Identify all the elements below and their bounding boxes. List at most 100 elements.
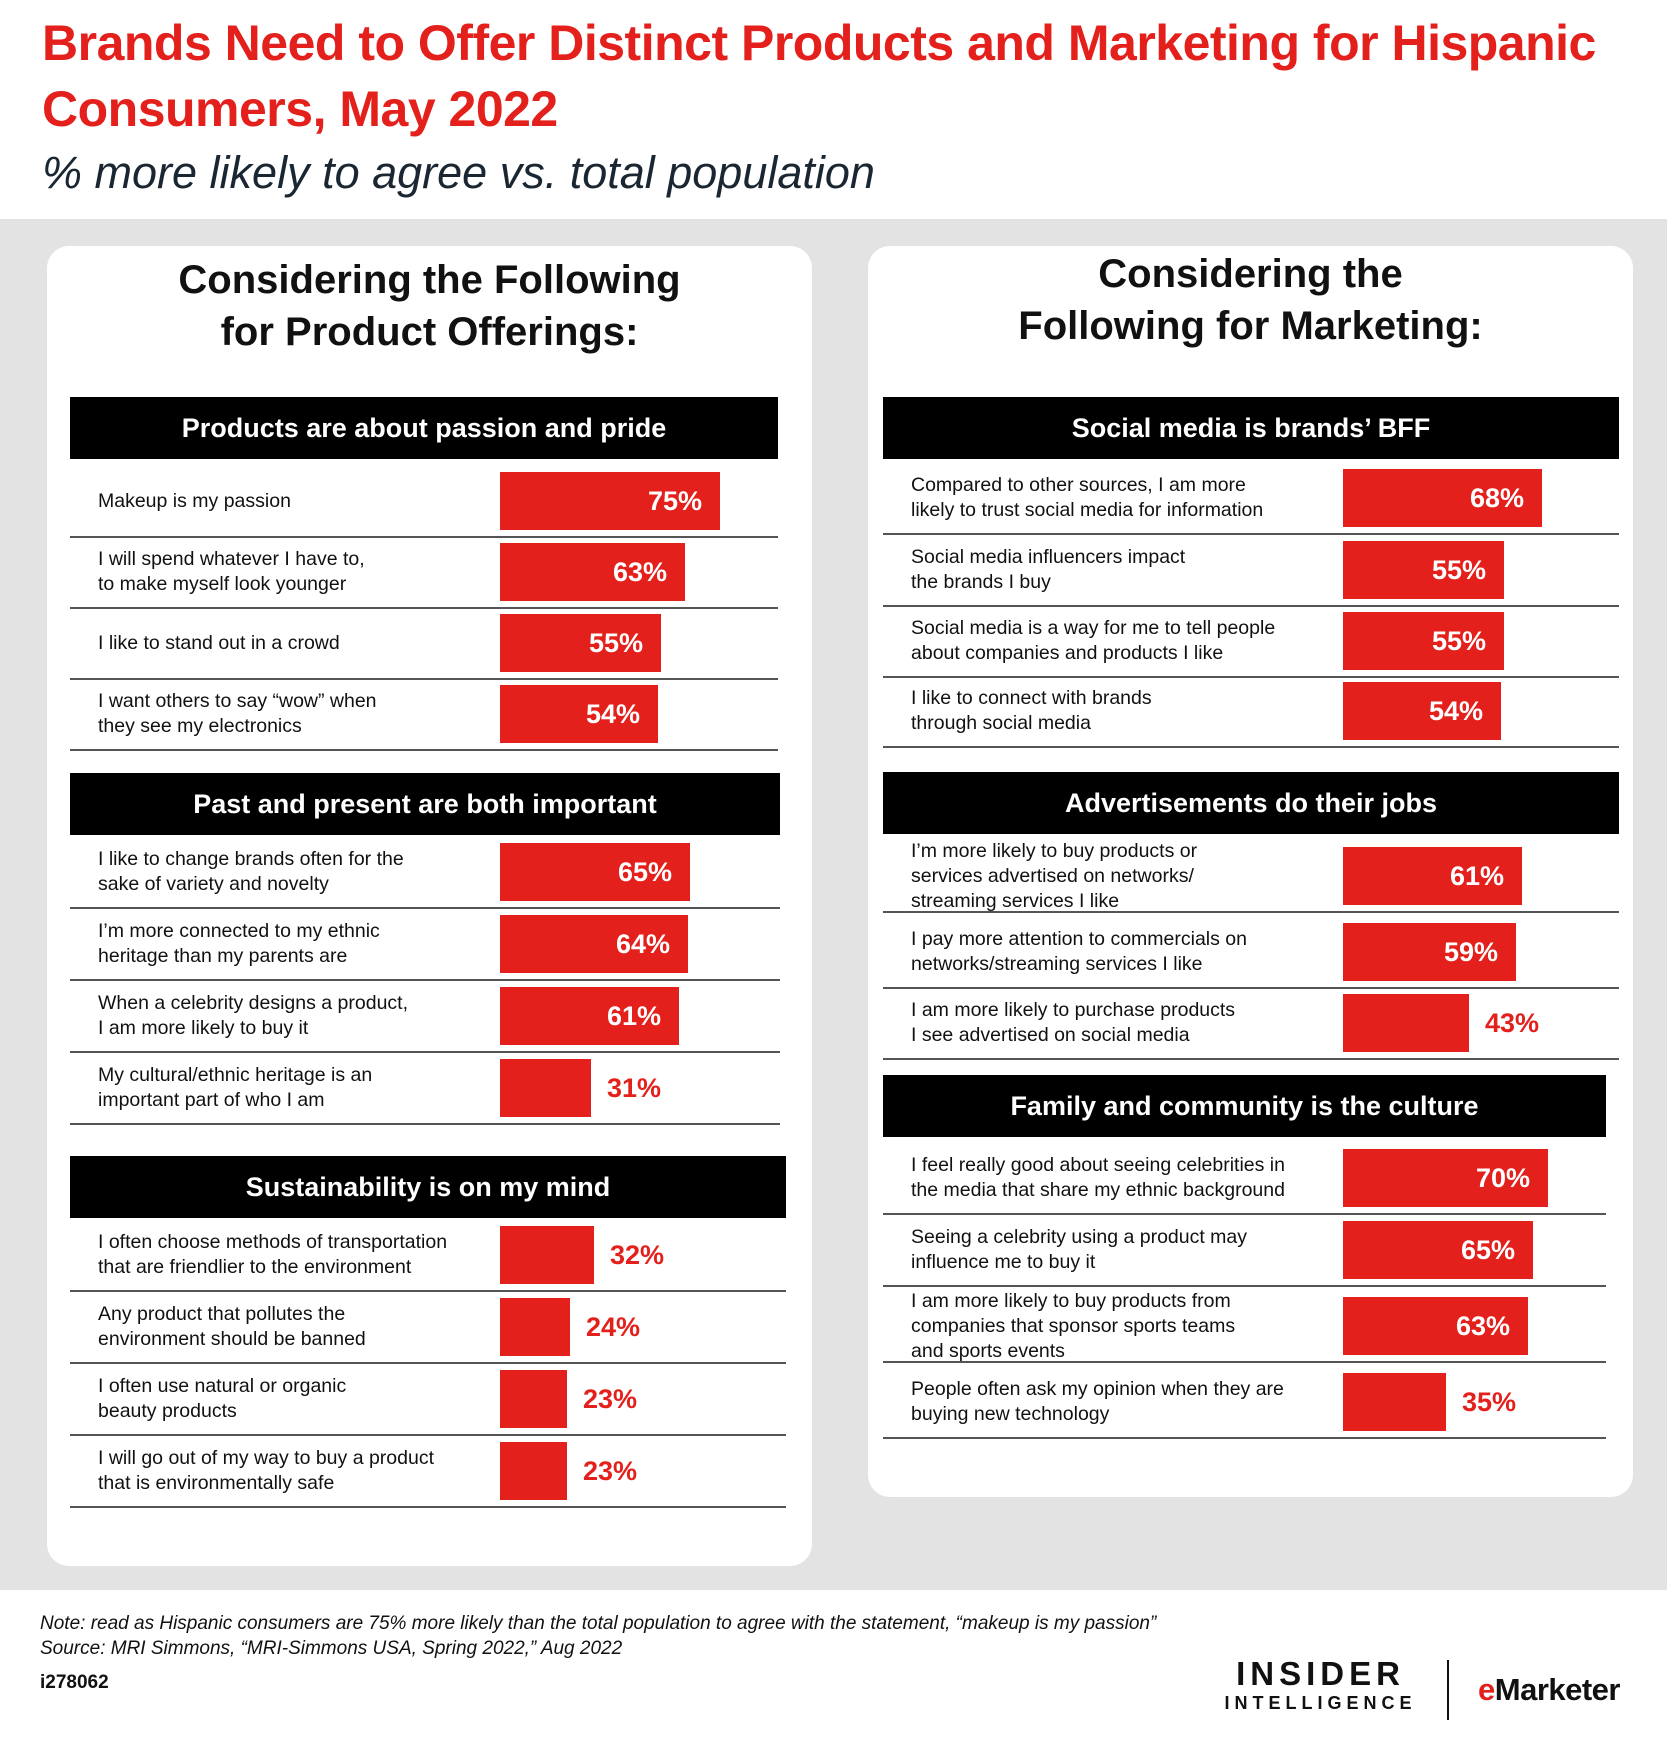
data-row: I am more likely to purchase products I … (883, 988, 1619, 1060)
bar (500, 1442, 567, 1500)
data-row: Social media influencers impact the bran… (883, 535, 1619, 607)
section-header: Past and present are both important (70, 773, 780, 835)
data-row: Seeing a celebrity using a product may i… (883, 1215, 1606, 1287)
value-label: 35% (1462, 1386, 1517, 1417)
logo-intelligence-text: INTELLIGENCE (1224, 1693, 1417, 1713)
value-label: 63% (1455, 1310, 1510, 1341)
data-row: I want others to say “wow” when they see… (70, 679, 778, 751)
data-row: I’m more connected to my ethnic heritage… (70, 909, 780, 981)
row-label: I am more likely to buy products from co… (911, 1289, 1236, 1362)
chart-title: Brands Need to Offer Distinct Products a… (42, 15, 1596, 137)
data-row: Compared to other sources, I am more lik… (883, 463, 1619, 535)
value-label: 31% (607, 1072, 662, 1103)
section-header: Social media is brands’ BFF (883, 397, 1619, 459)
row-label: I feel really good about seeing celebrit… (911, 1154, 1285, 1201)
bar (1343, 1373, 1446, 1431)
data-row: I pay more attention to commercials on n… (883, 917, 1619, 989)
bar (500, 614, 661, 672)
bar (500, 1298, 570, 1356)
row-label: I’m more connected to my ethnic heritage… (98, 920, 380, 967)
bar (500, 915, 688, 973)
value-label: 54% (1428, 695, 1483, 726)
logo-insider-text: INSIDER (1236, 1655, 1405, 1692)
value-label: 64% (615, 928, 670, 959)
bar (1343, 1297, 1528, 1355)
row-label: Social media influencers impact the bran… (911, 546, 1186, 593)
data-row: I will go out of my way to buy a product… (70, 1436, 786, 1508)
bar (500, 685, 658, 743)
row-label: Seeing a celebrity using a product may i… (911, 1226, 1248, 1273)
section-header: Sustainability is on my mind (70, 1156, 786, 1218)
value-label: 23% (583, 1383, 638, 1414)
marketing-title: Considering the Following for Marketing: (1018, 252, 1483, 348)
value-label: 43% (1485, 1007, 1540, 1038)
row-label: I often use natural or organic beauty pr… (98, 1375, 347, 1422)
row-label: I am more likely to purchase products I … (911, 999, 1236, 1046)
bar (1343, 682, 1501, 740)
value-label: 68% (1469, 482, 1524, 513)
bar (1343, 541, 1504, 599)
section-header: Family and community is the culture (883, 1075, 1606, 1137)
data-row: Social media is a way for me to tell peo… (883, 606, 1619, 678)
insider-intelligence-logo: INSIDER INTELLIGENCE (1213, 1657, 1428, 1715)
header: Brands Need to Offer Distinct Products a… (0, 0, 1667, 219)
bar (500, 843, 690, 901)
bar (1343, 994, 1469, 1052)
value-label: 55% (588, 627, 643, 658)
section-header: Products are about passion and pride (70, 397, 778, 459)
row-label: My cultural/ethnic heritage is an import… (98, 1064, 373, 1111)
bar (500, 1370, 567, 1428)
data-row: I’m more likely to buy products or servi… (883, 839, 1619, 913)
bar (1343, 923, 1516, 981)
chart-subtitle: % more likely to agree vs. total populat… (42, 147, 875, 198)
row-label: Social media is a way for me to tell peo… (911, 617, 1276, 664)
value-label: 59% (1443, 936, 1498, 967)
bar (500, 543, 685, 601)
chart-id: i278062 (40, 1672, 109, 1693)
row-label: I will go out of my way to buy a product… (98, 1447, 434, 1494)
data-row: I like to connect with brands through so… (883, 676, 1619, 748)
row-label: I’m more likely to buy products or servi… (911, 839, 1198, 912)
value-label: 65% (617, 856, 672, 887)
data-row: I will spend whatever I have to, to make… (70, 537, 778, 609)
row-label: People often ask my opinion when they ar… (911, 1378, 1284, 1425)
data-row: Makeup is my passion 75% (70, 466, 778, 538)
value-label: 55% (1431, 554, 1486, 585)
row-label: I like to connect with brands through so… (911, 687, 1152, 734)
bar (1343, 847, 1522, 905)
row-label: I want others to say “wow” when they see… (98, 690, 377, 737)
row-label: I pay more attention to commercials on n… (911, 928, 1247, 975)
bar (1343, 1221, 1533, 1279)
row-label: Compared to other sources, I am more lik… (911, 474, 1264, 521)
value-label: 24% (586, 1311, 641, 1342)
row-label: I will spend whatever I have to, to make… (98, 548, 365, 595)
data-row: When a celebrity designs a product, I am… (70, 981, 780, 1053)
data-row: I often use natural or organic beauty pr… (70, 1364, 786, 1436)
value-label: 61% (606, 1000, 661, 1031)
value-label: 54% (585, 698, 640, 729)
data-row: I often choose methods of transportation… (70, 1220, 786, 1292)
row-label: Any product that pollutes the environmen… (98, 1303, 366, 1350)
value-label: 65% (1460, 1234, 1515, 1265)
row-label: I like to change brands often for the sa… (98, 848, 404, 895)
row-label: When a celebrity designs a product, I am… (98, 992, 409, 1039)
value-label: 63% (612, 556, 667, 587)
data-row: My cultural/ethnic heritage is an import… (70, 1053, 780, 1125)
bar (500, 987, 679, 1045)
bar (1343, 612, 1504, 670)
value-label: 32% (610, 1239, 665, 1270)
bar (500, 472, 720, 530)
note-text: Note: read as Hispanic consumers are 75%… (40, 1613, 1157, 1634)
value-label: 70% (1475, 1162, 1530, 1193)
data-row: I am more likely to buy products from co… (883, 1289, 1606, 1363)
data-row: Any product that pollutes the environmen… (70, 1292, 786, 1364)
value-label: 75% (647, 485, 702, 516)
bar (1343, 469, 1542, 527)
data-row: I like to change brands often for the sa… (70, 837, 780, 909)
bar (1343, 1149, 1548, 1207)
value-label: 61% (1449, 860, 1504, 891)
logo-emarketer-e: e (1478, 1672, 1495, 1707)
data-row: People often ask my opinion when they ar… (883, 1367, 1606, 1439)
value-label: 55% (1431, 625, 1486, 656)
emarketer-logo: eMarketer (1478, 1672, 1621, 1708)
